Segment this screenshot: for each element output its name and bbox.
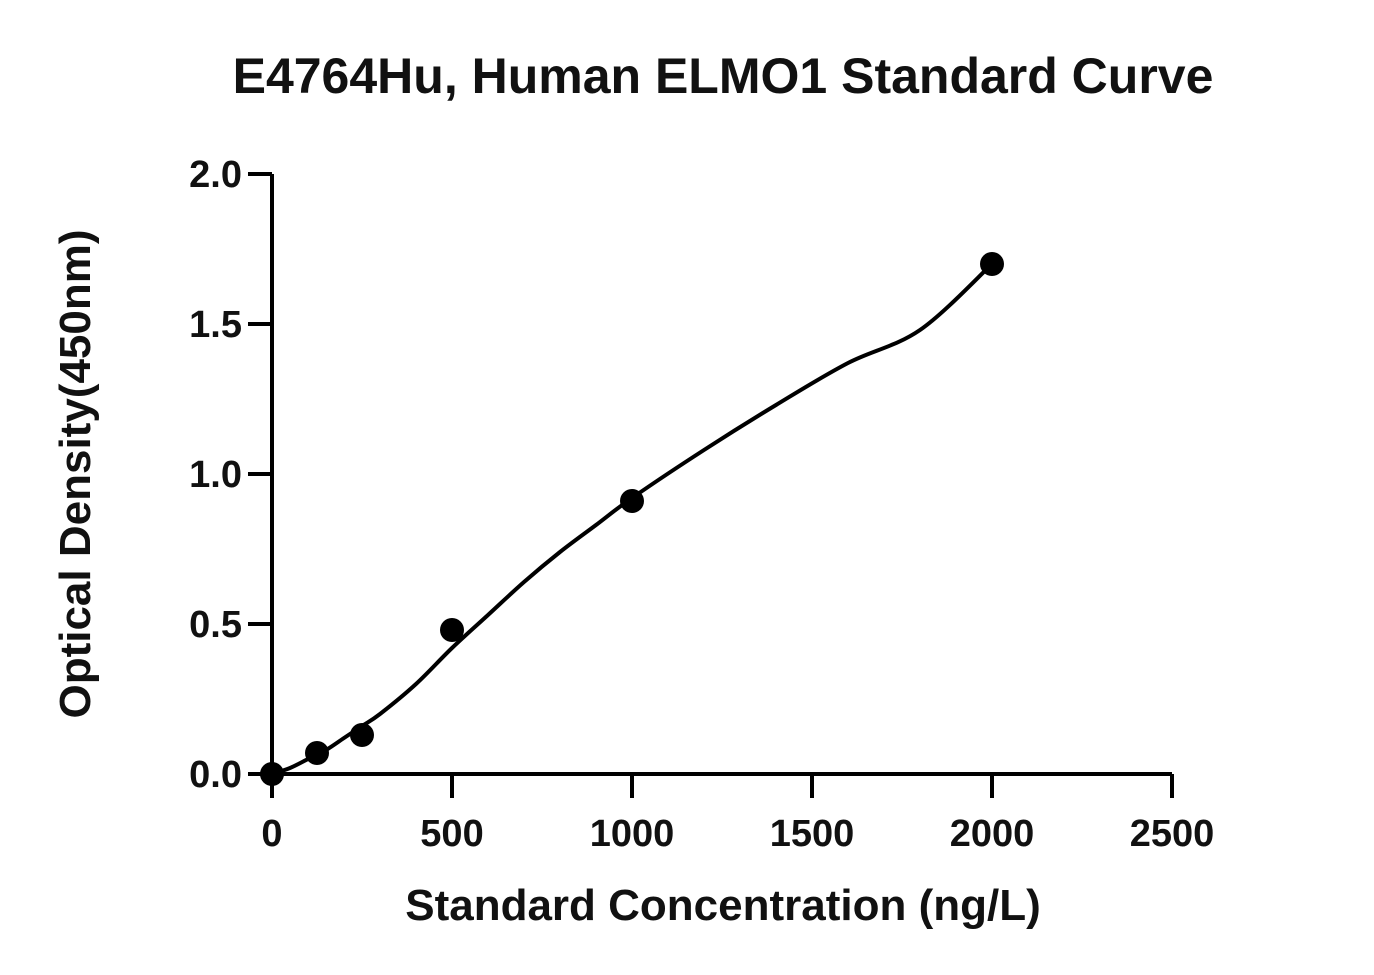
data-point [440,618,464,642]
y-axis-title: Optical Density(450nm) [51,229,100,718]
data-point [350,723,374,747]
data-points [260,252,1004,786]
y-tick-label: 1.0 [189,454,242,496]
data-point [305,741,329,765]
x-tick-label: 0 [261,813,282,855]
y-tick-label: 2.0 [189,154,242,196]
y-tick-label: 0.0 [189,754,242,796]
x-tick-label: 2500 [1130,813,1215,855]
x-tick-label: 1000 [590,813,675,855]
data-point [260,762,284,786]
data-point [980,252,1004,276]
x-tick-label: 500 [420,813,483,855]
y-tick-label: 0.5 [189,604,242,646]
y-axis-ticks: 0.0 0.5 1.0 1.5 2.0 [189,154,272,796]
chart-title: E4764Hu, Human ELMO1 Standard Curve [233,48,1214,104]
y-tick-label: 1.5 [189,304,242,346]
x-tick-label: 1500 [770,813,855,855]
x-tick-label: 2000 [950,813,1035,855]
plot-area: 0.0 0.5 1.0 1.5 2.0 0 500 1000 1500 2000 2500 [189,154,1214,855]
x-axis-title: Standard Concentration (ng/L) [405,881,1041,930]
x-axis-ticks: 0 500 1000 1500 2000 2500 [261,774,1214,855]
standard-curve-line [271,262,994,776]
data-point [620,489,644,513]
